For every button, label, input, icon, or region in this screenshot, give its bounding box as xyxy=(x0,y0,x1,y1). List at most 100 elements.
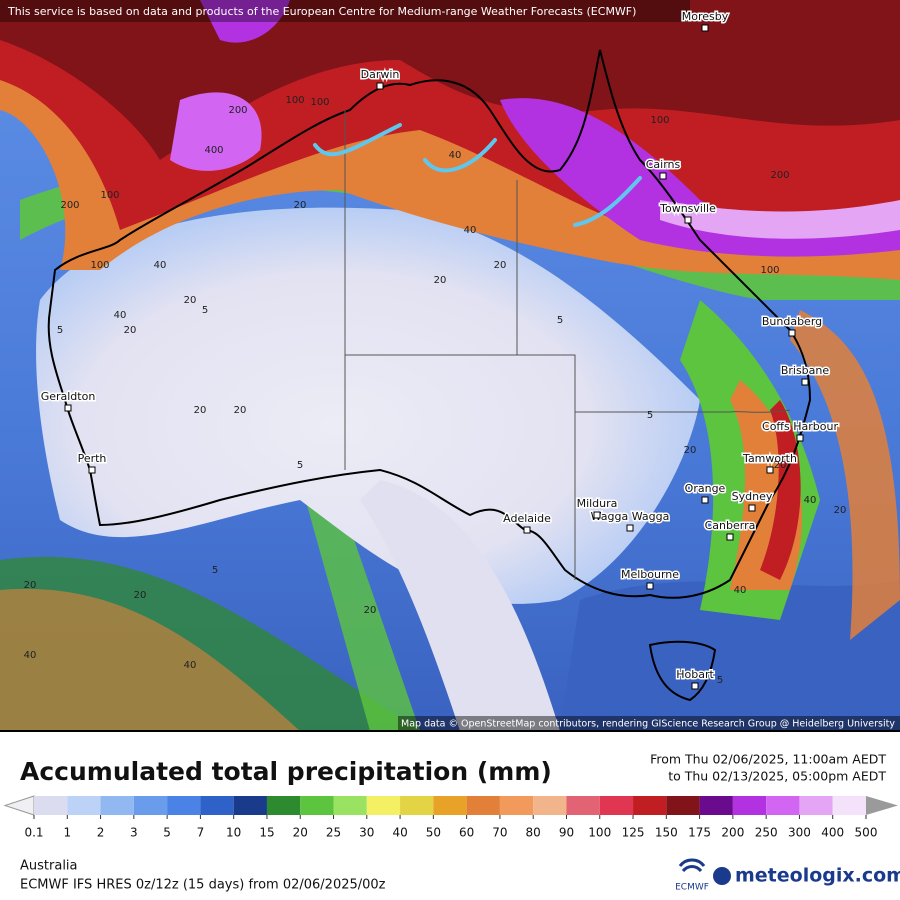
legend-swatch xyxy=(533,796,567,815)
over-arrow xyxy=(866,796,898,815)
legend-swatch xyxy=(832,796,866,815)
period: to Thu 02/13/2025, 05:00pm AEDT xyxy=(668,769,886,784)
contour-label: 20 xyxy=(194,405,207,416)
contour-label: 40 xyxy=(464,225,477,236)
contour-label: 20 xyxy=(134,590,147,601)
legend-tick-label: 3 xyxy=(130,826,138,840)
attribution: This service is based on data and produc… xyxy=(7,5,636,18)
rain-band xyxy=(500,98,900,257)
contour-label: 5 xyxy=(212,565,218,576)
legend-title: Accumulated total precipitation (mm) xyxy=(20,757,552,786)
rain-band xyxy=(300,470,420,731)
legend-swatch xyxy=(233,796,267,815)
legend-tick-label: 125 xyxy=(622,826,645,840)
rain-band xyxy=(660,200,900,239)
legend-tick-label: 500 xyxy=(855,826,878,840)
model: ECMWF IFS HRES 0z/12z (15 days) from 02/… xyxy=(20,878,386,893)
legend-swatch xyxy=(499,796,534,815)
contour-label: 100 xyxy=(650,115,669,126)
contour-label: 20 xyxy=(24,580,37,591)
contour-label: 100 xyxy=(100,190,119,201)
legend-tick-label: 1 xyxy=(63,826,71,840)
city-label: Geraldton xyxy=(41,390,96,403)
state-border xyxy=(344,110,791,580)
legend-swatch xyxy=(67,796,101,815)
dry-region xyxy=(360,480,560,731)
legend-swatch xyxy=(333,796,367,815)
ecmwf-logo: ECMWF xyxy=(675,858,709,893)
legend-tick-label: 40 xyxy=(392,826,407,840)
city-label: Moresby xyxy=(682,10,729,23)
city-label: Wagga Wagga xyxy=(591,510,670,523)
contour-label: 40 xyxy=(114,310,127,321)
city-marker xyxy=(796,434,804,442)
city-marker xyxy=(646,582,654,590)
region: Australia xyxy=(20,859,78,874)
contour-label: 5 xyxy=(297,460,303,471)
attribution-bg xyxy=(398,716,900,731)
city-marker xyxy=(691,682,699,690)
contour-label: 100 xyxy=(90,260,109,271)
legend-tick-label: 150 xyxy=(655,826,678,840)
legend-swatch xyxy=(699,796,733,815)
legend-swatch xyxy=(366,796,401,815)
contour-label: 100 xyxy=(285,95,304,106)
city-marker xyxy=(766,466,774,474)
city-label: Adelaide xyxy=(503,512,551,525)
rain-band xyxy=(0,588,300,731)
contour-label: 20 xyxy=(184,295,197,306)
city-label: Mildura xyxy=(577,497,618,510)
city-label: Darwin xyxy=(361,68,400,81)
legend-tick-label: 250 xyxy=(755,826,778,840)
map: This service is based on data and produc… xyxy=(0,0,900,731)
legend-swatch xyxy=(566,796,600,815)
contour-label: 40 xyxy=(184,660,197,671)
legend-swatch xyxy=(266,796,301,815)
contour-label: 20 xyxy=(124,325,137,336)
contour-label: 5 xyxy=(202,305,208,316)
legend-swatch xyxy=(799,796,833,815)
city-marker xyxy=(523,526,531,534)
contour-label: 5 xyxy=(647,410,653,421)
legend-tick-label: 2 xyxy=(97,826,105,840)
city-label: Bundaberg xyxy=(762,315,822,328)
trough-line xyxy=(313,123,642,227)
legend-tick-label: 25 xyxy=(326,826,341,840)
city-marker xyxy=(701,24,709,32)
city-marker xyxy=(88,466,96,474)
legend-swatch xyxy=(34,796,68,815)
legend-swatch xyxy=(167,796,201,815)
city-label: Cairns xyxy=(646,158,681,171)
city-label: Tamworth xyxy=(742,452,797,465)
city-marker xyxy=(801,378,809,386)
rain-band xyxy=(200,0,290,43)
legend-tick-label: 300 xyxy=(788,826,811,840)
legend-swatch xyxy=(300,796,334,815)
contour-label: 20 xyxy=(434,275,447,286)
city-marker xyxy=(684,216,692,224)
brand-icon xyxy=(713,867,731,885)
contour-label: 20 xyxy=(294,200,307,211)
city-label: Townsville xyxy=(659,202,716,215)
legend-tick-label: 20 xyxy=(293,826,308,840)
city-label: Brisbane xyxy=(781,364,830,377)
legend-swatch xyxy=(633,796,667,815)
contour-label: 200 xyxy=(770,170,789,181)
city-marker xyxy=(626,524,634,532)
contour-label: 20 xyxy=(774,460,787,471)
city-label: Coffs Harbour xyxy=(762,420,838,433)
city-label: Canberra xyxy=(705,519,756,532)
legend-tick-label: 175 xyxy=(688,826,711,840)
legend-tick-label: 70 xyxy=(492,826,507,840)
legend-swatch xyxy=(400,796,434,815)
contour-label: 200 xyxy=(60,200,79,211)
legend-swatch xyxy=(200,796,234,815)
city-marker xyxy=(64,404,72,412)
city-marker xyxy=(376,82,384,90)
legend-swatch xyxy=(766,796,800,815)
legend-tick-label: 200 xyxy=(721,826,744,840)
city-marker xyxy=(788,329,796,337)
contour-label: 40 xyxy=(734,585,747,596)
brand: meteologix.com xyxy=(735,865,900,887)
